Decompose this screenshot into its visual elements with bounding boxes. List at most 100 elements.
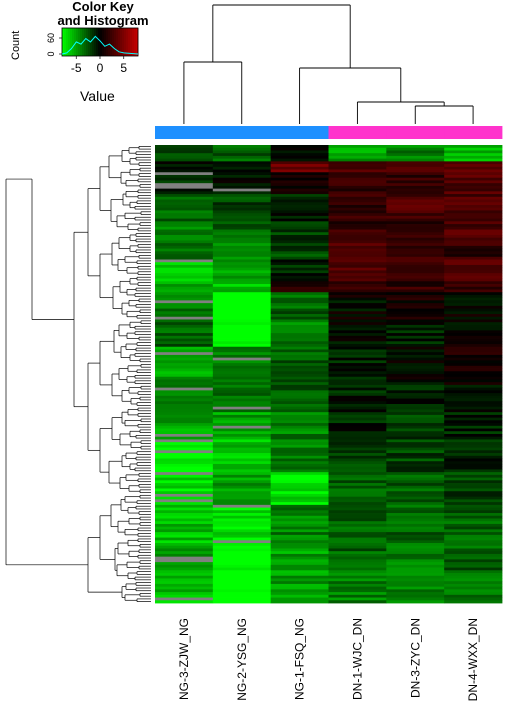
heatmap-cell (444, 262, 503, 266)
heatmap-cell (328, 488, 387, 492)
heatmap-cell (270, 218, 329, 222)
heatmap-cell (328, 507, 387, 511)
heatmap-cell (444, 393, 503, 397)
heatmap-cell (270, 194, 329, 198)
heatmap-cell (386, 417, 445, 421)
heatmap-cell (155, 420, 214, 424)
heatmap-cell (270, 232, 329, 236)
heatmap-cell (386, 322, 445, 326)
heatmap-cell (155, 284, 214, 288)
heatmap-cell (155, 194, 214, 198)
heatmap-cell (328, 308, 387, 312)
heatmap-cell (212, 551, 272, 555)
heatmap-cell (155, 281, 214, 285)
heatmap-cell (386, 243, 445, 247)
color-key-swatch (130, 28, 133, 56)
heatmap-cell (155, 153, 214, 157)
heatmap-cell (155, 395, 214, 399)
heatmap-cell (328, 442, 387, 446)
heatmap-cell (444, 164, 503, 168)
heatmap-cell (444, 510, 503, 514)
heatmap-cell (270, 384, 329, 389)
heatmap-cell (328, 564, 387, 568)
heatmap-cell (444, 504, 503, 508)
heatmap-cell (386, 409, 445, 413)
heatmap-cell (270, 237, 329, 241)
heatmap-cell (386, 363, 445, 367)
heatmap-cell (155, 417, 214, 421)
heatmap-cell (212, 202, 272, 206)
heatmap-cell (270, 289, 329, 293)
heatmap-cell (386, 254, 445, 258)
heatmap-cell (386, 431, 445, 435)
heatmap-cell (386, 164, 445, 168)
heatmap-cell (444, 335, 503, 339)
heatmap-cell (270, 502, 329, 506)
heatmap-cell (444, 166, 503, 170)
color-key-swatch (80, 28, 83, 56)
heatmap-cell (212, 436, 272, 440)
heatmap-cell (328, 174, 387, 179)
heatmap-cell (444, 273, 503, 277)
heatmap-cell (155, 515, 214, 519)
heatmap-cell (444, 264, 503, 269)
heatmap-cell (155, 300, 214, 304)
heatmap-cell (386, 194, 445, 198)
heatmap-cell (328, 439, 387, 443)
heatmap-cell (328, 589, 387, 593)
heatmap-cell (444, 333, 503, 337)
heatmap-cell (270, 597, 329, 601)
heatmap-cell (212, 403, 272, 408)
heatmap-cell (386, 406, 445, 410)
heatmap-cell (155, 567, 214, 571)
heatmap-cell (155, 180, 214, 184)
heatmap-cell (155, 586, 214, 590)
heatmap-cell (386, 224, 445, 228)
heatmap-cell (155, 444, 214, 449)
heatmap-cell (328, 491, 387, 495)
heatmap-cell (386, 423, 445, 427)
heatmap-cell (155, 513, 214, 517)
heatmap-cell (155, 414, 214, 419)
heatmap-cell (328, 191, 387, 195)
heatmap-cell (444, 398, 503, 402)
heatmap-cell (444, 275, 503, 279)
heatmap-cell (155, 374, 214, 378)
heatmap-cell (386, 493, 445, 498)
heatmap-cell (444, 376, 503, 380)
heatmap-cell (386, 210, 445, 214)
heatmap-cell (212, 431, 272, 435)
heatmap-cell (270, 207, 329, 211)
heatmap-cell (328, 499, 387, 503)
heatmap-cell (212, 232, 272, 236)
color-key-ytick: 0 (46, 51, 56, 56)
heatmap-cell (270, 185, 329, 190)
heatmap-cell (328, 567, 387, 571)
heatmap-cell (155, 349, 214, 353)
heatmap-cell (444, 545, 503, 549)
heatmap-cell (386, 335, 445, 339)
heatmap-cell (444, 403, 503, 408)
heatmap-cell (444, 213, 503, 217)
heatmap-cell (155, 401, 214, 405)
heatmap-cell (444, 507, 503, 511)
heatmap-cell (328, 376, 387, 380)
heatmap-cell (212, 270, 272, 274)
color-key-swatch (104, 28, 107, 56)
heatmap-cell (155, 158, 214, 162)
heatmap-cell (212, 150, 272, 154)
heatmap-cell (386, 390, 445, 394)
heatmap-cell (444, 543, 503, 547)
heatmap-cell (270, 387, 329, 391)
heatmap-cell (444, 145, 503, 149)
heatmap-cell (212, 504, 272, 508)
heatmap-cell (328, 360, 387, 364)
heatmap-cell (270, 243, 329, 247)
heatmap-cell (155, 199, 214, 203)
heatmap-cell (155, 371, 214, 375)
heatmap-cell (212, 578, 272, 582)
heatmap-cell (444, 540, 503, 544)
heatmap-cell (386, 346, 445, 350)
heatmap-cell (328, 556, 387, 560)
heatmap-cell (386, 365, 445, 369)
